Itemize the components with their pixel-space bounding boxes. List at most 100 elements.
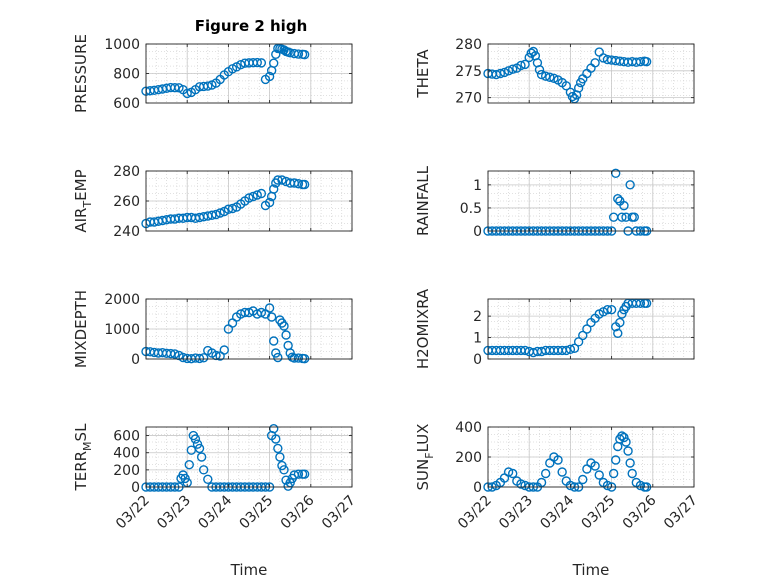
data-point [553, 455, 563, 465]
data-point [611, 455, 621, 465]
data-point [256, 58, 267, 68]
data-point [625, 180, 635, 190]
data-point [625, 458, 635, 468]
data-point [271, 434, 281, 444]
data-point [279, 465, 289, 475]
data-point [211, 209, 221, 220]
data-point [264, 197, 275, 208]
y-tick-label: 260 [113, 194, 140, 210]
data-point [578, 330, 588, 341]
subplot-theta: 270 275 280 THETA [414, 37, 695, 107]
data-point [227, 203, 238, 214]
data-point [613, 193, 623, 204]
data-point [536, 477, 547, 488]
data-point [565, 87, 576, 97]
data-point [190, 434, 201, 444]
data-point [590, 461, 600, 471]
y-tick-label: 280 [455, 37, 482, 53]
data-point [590, 58, 600, 68]
data-point [256, 307, 267, 318]
data-point [203, 81, 213, 91]
data-point [252, 57, 262, 68]
y-tick-label: 240 [113, 224, 140, 240]
y-tick-label: 0 [473, 224, 482, 240]
data-point [170, 82, 180, 93]
x-tick-label: 03/27 [661, 493, 701, 533]
y-axis-label: RAINFALL [414, 165, 432, 236]
data-point [299, 179, 310, 190]
x-axis-label: Time [572, 561, 610, 579]
x-tick-label: 03/27 [319, 493, 359, 533]
x-tick-label: 03/22 [113, 493, 153, 533]
data-point [277, 175, 287, 185]
data-point [503, 66, 514, 76]
data-point [184, 460, 194, 470]
data-point [598, 53, 609, 63]
x-tick-label: 03/23 [154, 493, 194, 533]
data-point [619, 432, 629, 443]
data-point [540, 71, 551, 81]
data-point [617, 212, 627, 222]
data-point [293, 179, 304, 189]
data-point [617, 309, 627, 319]
subplot-air_temp: 240 260 280 AIRTEMP [72, 164, 353, 240]
data-point [516, 479, 526, 489]
axes-box [487, 43, 695, 104]
axes-box [487, 170, 695, 232]
y-axis-label: PRESSURE [72, 34, 90, 113]
y-tick-label: 0 [473, 352, 482, 368]
series-markers [141, 303, 310, 364]
axes-box [145, 426, 353, 488]
data-point [196, 452, 207, 462]
y-tick-label: 0 [131, 352, 140, 368]
y-tick-label: 400 [113, 446, 140, 462]
data-point [192, 439, 203, 449]
data-point [602, 305, 613, 315]
y-tick-label: 200 [455, 450, 482, 466]
x-tick-label: 03/25 [237, 493, 277, 533]
data-point [299, 49, 310, 60]
x-tick-label: 03/23 [496, 493, 536, 533]
data-point [569, 343, 580, 353]
data-point [520, 345, 530, 356]
data-point [252, 190, 262, 200]
data-point [627, 468, 637, 479]
data-point [275, 452, 285, 462]
data-point [606, 305, 617, 315]
series-markers [141, 43, 310, 99]
data-point [266, 312, 277, 322]
y-tick-label: 600 [113, 429, 140, 445]
data-point [536, 69, 547, 80]
data-point [273, 443, 283, 454]
subplot-mixdepth: 0 1000 2000 MIXDEPTH [72, 290, 353, 368]
data-point [635, 57, 646, 67]
axes-box [487, 298, 695, 360]
data-point [641, 57, 652, 67]
y-tick-label: 280 [113, 164, 140, 180]
data-point [277, 460, 287, 471]
data-point [582, 324, 592, 334]
x-tick-label: 03/24 [195, 492, 235, 532]
data-point [269, 58, 279, 68]
data-point [491, 69, 501, 80]
data-point [273, 352, 283, 363]
y-axis-label: TERRMSL [72, 423, 94, 492]
subplot-sun_flux: 0 200 400 SUNFLUX 03/22 03/23 03/24 03/25 03/26 0… [414, 420, 701, 579]
data-point [203, 474, 213, 484]
series-markers [483, 46, 652, 104]
y-tick-label: 275 [455, 64, 482, 80]
y-axis-label: H2OMIXRA [414, 288, 432, 369]
data-point [629, 212, 639, 222]
data-point [248, 191, 258, 202]
data-point [198, 353, 209, 363]
subplot-rainfall: 0 0.5 1 RAINFALL [414, 165, 695, 240]
data-point [182, 88, 192, 99]
data-point [557, 467, 567, 477]
data-point [619, 200, 629, 211]
data-point [516, 60, 526, 71]
data-point [269, 184, 279, 194]
y-axis-label: THETA [414, 49, 432, 99]
subplot-h2omixra: 0 1 2 H2OMIXRA [414, 288, 695, 369]
y-tick-label: 2000 [104, 292, 140, 308]
